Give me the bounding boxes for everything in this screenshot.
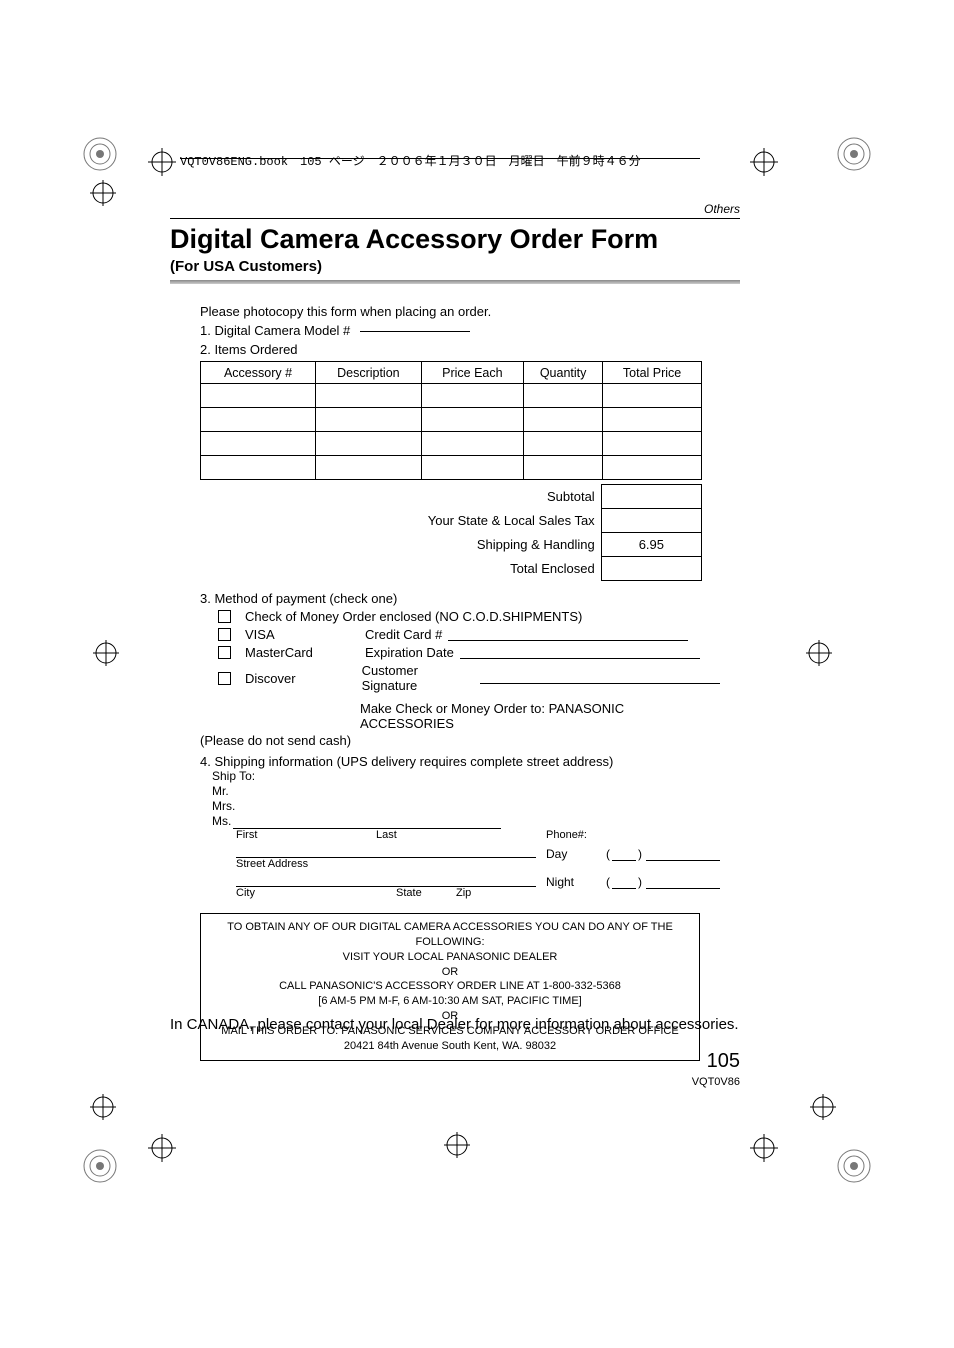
col-accessory: Accessory # xyxy=(201,362,316,384)
crop-target-icon xyxy=(148,148,176,176)
crop-target-icon xyxy=(148,1134,176,1162)
printer-mark-icon xyxy=(82,1148,118,1184)
model-input-line[interactable] xyxy=(360,331,470,332)
obtain-l3: CALL PANASONIC'S ACCESSORY ORDER LINE AT… xyxy=(205,979,695,994)
ship-to-label: Ship To: xyxy=(212,769,720,784)
crop-target-icon xyxy=(750,148,778,176)
night-phone-input[interactable] xyxy=(646,877,720,889)
shipping-label: Shipping & Handling xyxy=(200,533,601,557)
day-phone-input[interactable] xyxy=(646,849,720,861)
printer-mark-icon xyxy=(836,1148,872,1184)
obtain-or1: OR xyxy=(205,965,695,980)
shipping-box: 6.95 xyxy=(601,533,701,557)
table-row[interactable] xyxy=(201,456,702,480)
col-price-each: Price Each xyxy=(421,362,523,384)
canada-note: In CANADA, please contact your local Dea… xyxy=(170,1015,740,1035)
mrs-label: Mrs. xyxy=(212,799,720,814)
checkbox-discover[interactable] xyxy=(218,672,231,685)
no-cash-text: (Please do not send cash) xyxy=(200,733,720,748)
zip-label: Zip xyxy=(456,887,471,899)
table-row[interactable] xyxy=(201,384,702,408)
sig-input-line[interactable] xyxy=(480,672,720,684)
title-shadow xyxy=(170,280,740,284)
intro-text: Please photocopy this form when placing … xyxy=(200,304,720,319)
payment-heading: 3. Method of payment (check one) xyxy=(200,591,720,606)
subtotal-box[interactable] xyxy=(601,485,701,509)
subtotal-label: Subtotal xyxy=(200,485,601,509)
checkbox-mastercard[interactable] xyxy=(218,646,231,659)
col-total-price: Total Price xyxy=(603,362,702,384)
tax-label: Your State & Local Sales Tax xyxy=(200,509,601,533)
sig-label: Customer Signature xyxy=(362,663,474,693)
obtain-l6: 20421 84th Avenue South Kent, WA. 98032 xyxy=(205,1039,695,1054)
crop-target-icon xyxy=(93,640,119,666)
col-quantity: Quantity xyxy=(524,362,603,384)
obtain-l4: [6 AM-5 PM M-F, 6 AM-10:30 AM SAT, PACIF… xyxy=(205,994,695,1009)
day-label: Day xyxy=(546,847,604,861)
make-check-text: Make Check or Money Order to: PANASONIC … xyxy=(360,701,720,731)
printer-mark-icon xyxy=(836,136,872,172)
state-label: State xyxy=(396,887,456,899)
items-table: Accessory # Description Price Each Quant… xyxy=(200,361,702,480)
model-label: 1. Digital Camera Model # xyxy=(200,323,350,338)
crop-target-icon xyxy=(90,180,116,206)
name-input-line[interactable] xyxy=(233,817,501,829)
page-subtitle: (For USA Customers) xyxy=(170,258,322,275)
payment-mastercard-label: MasterCard xyxy=(245,645,365,660)
mr-label: Mr. xyxy=(212,784,720,799)
doc-code: VQT0V86 xyxy=(692,1076,740,1088)
title-rule xyxy=(170,218,740,219)
obtain-info-box: TO OBTAIN ANY OF OUR DIGITAL CAMERA ACCE… xyxy=(200,913,700,1061)
obtain-l1: TO OBTAIN ANY OF OUR DIGITAL CAMERA ACCE… xyxy=(205,920,695,950)
cc-label: Credit Card # xyxy=(365,627,442,642)
cc-input-line[interactable] xyxy=(448,629,688,641)
total-label: Total Enclosed xyxy=(200,557,601,581)
col-description: Description xyxy=(316,362,422,384)
shipping-heading: 4. Shipping information (UPS delivery re… xyxy=(200,754,720,769)
page-title: Digital Camera Accessory Order Form xyxy=(170,224,658,255)
night-label: Night xyxy=(546,875,604,889)
checkbox-check[interactable] xyxy=(218,610,231,623)
first-label: First xyxy=(236,829,376,841)
obtain-l2: VISIT YOUR LOCAL PANASONIC DEALER xyxy=(205,950,695,965)
checkbox-visa[interactable] xyxy=(218,628,231,641)
items-label: 2. Items Ordered xyxy=(200,342,720,357)
section-label: Others xyxy=(704,202,740,216)
table-row[interactable] xyxy=(201,408,702,432)
crop-target-icon xyxy=(810,1094,836,1120)
crop-target-icon xyxy=(806,640,832,666)
crop-target-icon xyxy=(750,1134,778,1162)
running-head: VQT0V86ENG.book 105 ページ ２００６年１月３０日 月曜日 午… xyxy=(180,152,641,169)
crop-target-icon xyxy=(444,1132,470,1158)
street-label: Street Address xyxy=(236,858,536,870)
exp-label: Expiration Date xyxy=(365,645,454,660)
exp-input-line[interactable] xyxy=(460,647,700,659)
crop-target-icon xyxy=(90,1094,116,1120)
city-label: City xyxy=(236,887,396,899)
totals-table: Subtotal Your State & Local Sales Tax Sh… xyxy=(200,484,702,581)
phone-label: Phone#: xyxy=(546,829,720,841)
printer-mark-icon xyxy=(82,136,118,172)
page-number: 105 xyxy=(707,1050,740,1073)
ms-label: Ms. xyxy=(212,814,231,829)
payment-discover-label: Discover xyxy=(245,671,362,686)
night-area-input[interactable] xyxy=(612,877,636,889)
payment-check-label: Check of Money Order enclosed (NO C.O.D.… xyxy=(245,609,582,624)
payment-visa-label: VISA xyxy=(245,627,365,642)
last-label: Last xyxy=(376,829,397,841)
tax-box[interactable] xyxy=(601,509,701,533)
day-area-input[interactable] xyxy=(612,849,636,861)
total-box[interactable] xyxy=(601,557,701,581)
table-row[interactable] xyxy=(201,432,702,456)
